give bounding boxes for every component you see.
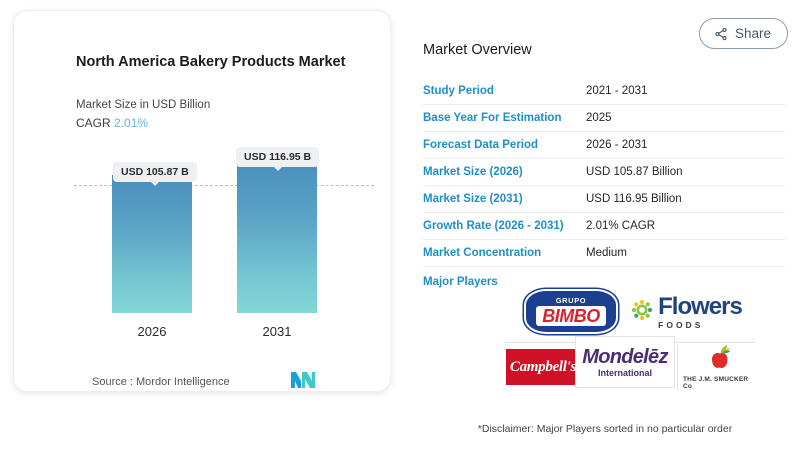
major-players-logos: GRUPO BIMBO bbox=[505, 288, 755, 400]
bar-chart-plot: USD 105.87 B USD 116.95 B 2026 2031 bbox=[14, 141, 392, 351]
share-button[interactable]: Share bbox=[698, 18, 788, 49]
row-value: Medium bbox=[586, 247, 627, 259]
bar-value-label-2031: USD 116.95 B bbox=[236, 147, 320, 171]
x-axis-tick-2026: 2026 bbox=[137, 324, 167, 339]
logo-jm-smucker: THE J.M. SMUCKER Co bbox=[683, 342, 759, 390]
row-value: USD 105.87 Billion bbox=[586, 166, 683, 178]
table-row: Growth Rate (2026 - 2031) 2.01% CAGR bbox=[423, 213, 785, 240]
chart-cagr-value: 2.01% bbox=[114, 116, 149, 130]
table-row: Base Year For Estimation 2025 bbox=[423, 105, 785, 132]
table-row: Market Size (2026) USD 105.87 Billion bbox=[423, 159, 785, 186]
table-row: Study Period 2021 - 2031 bbox=[423, 78, 785, 105]
mondelez-wordmark: Mondelēz bbox=[582, 345, 668, 368]
row-key: Base Year For Estimation bbox=[423, 112, 562, 124]
row-value: 2.01% CAGR bbox=[586, 220, 656, 232]
logo-mondelez-international: Mondelēz International bbox=[575, 336, 675, 388]
row-key: Study Period bbox=[423, 85, 494, 97]
row-value: 2026 - 2031 bbox=[586, 139, 648, 151]
row-key: Forecast Data Period bbox=[423, 139, 539, 151]
chart-cagr-label: CAGR bbox=[76, 116, 111, 130]
bimbo-wordmark: BIMBO bbox=[536, 306, 606, 327]
smucker-wordmark: THE J.M. SMUCKER Co bbox=[683, 376, 749, 390]
market-overview-panel: Market Overview Study Period 2021 - 2031… bbox=[423, 42, 785, 297]
flowers-starburst-icon bbox=[629, 297, 655, 328]
major-players-row: Major Players bbox=[423, 267, 785, 297]
row-key: Market Size (2031) bbox=[423, 193, 523, 205]
table-row: Market Concentration Medium bbox=[423, 240, 785, 267]
players-disclaimer: *Disclaimer: Major Players sorted in no … bbox=[477, 423, 733, 435]
row-key: Growth Rate (2026 - 2031) bbox=[423, 220, 564, 232]
logo-flowers-foods: Flowers FOODS bbox=[623, 290, 748, 334]
row-key: Market Size (2026) bbox=[423, 166, 523, 178]
chart-card: North America Bakery Products Market Mar… bbox=[13, 10, 391, 392]
table-row: Forecast Data Period 2026 - 2031 bbox=[423, 132, 785, 159]
mondelez-sub-wordmark: International bbox=[597, 367, 652, 378]
x-axis-tick-2031: 2031 bbox=[262, 324, 292, 339]
row-value: 2025 bbox=[586, 112, 612, 124]
logo-divider bbox=[677, 346, 678, 390]
bar-2026[interactable] bbox=[112, 175, 192, 313]
table-row: Market Size (2031) USD 116.95 Billion bbox=[423, 186, 785, 213]
chart-source: Source : Mordor Intelligence bbox=[92, 376, 230, 388]
mordor-intelligence-logo bbox=[291, 372, 315, 393]
row-value: 2021 - 2031 bbox=[586, 85, 648, 97]
bar-2031[interactable] bbox=[237, 160, 317, 313]
panel-title: Market Overview bbox=[423, 42, 532, 58]
chart-subtitle: Market Size in USD Billion bbox=[76, 99, 211, 111]
bimbo-grupo-text: GRUPO bbox=[555, 295, 587, 305]
flowers-sub-wordmark: FOODS bbox=[658, 319, 704, 330]
row-value: USD 116.95 Billion bbox=[586, 193, 682, 205]
bar-value-label-2026: USD 105.87 B bbox=[113, 162, 197, 186]
share-button-label: Share bbox=[734, 26, 771, 41]
chart-title: North America Bakery Products Market bbox=[76, 54, 346, 70]
flowers-wordmark: Flowers bbox=[658, 292, 743, 320]
chart-cagr: CAGR 2.01% bbox=[76, 116, 148, 130]
major-players-label: Major Players bbox=[423, 276, 498, 288]
smucker-apple-icon bbox=[706, 342, 736, 373]
share-nodes-icon bbox=[714, 27, 728, 41]
reference-dashed-line bbox=[74, 185, 374, 186]
logo-grupo-bimbo: GRUPO BIMBO bbox=[523, 288, 619, 335]
logo-campbells: Campbell's bbox=[505, 348, 581, 386]
row-key: Market Concentration bbox=[423, 247, 542, 259]
campbells-wordmark: Campbell's bbox=[509, 358, 577, 375]
